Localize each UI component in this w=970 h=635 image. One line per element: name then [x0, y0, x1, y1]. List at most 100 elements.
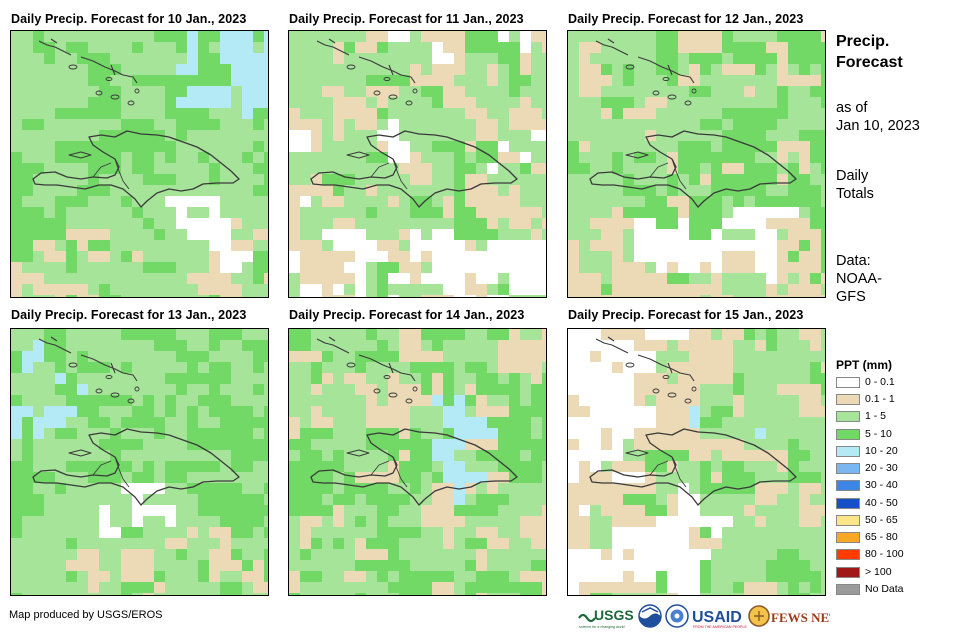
precip-cell	[623, 174, 634, 185]
precip-cell	[612, 505, 623, 516]
precip-cell	[176, 64, 187, 75]
precip-cell	[799, 152, 810, 163]
precip-cell	[667, 362, 678, 373]
precip-cell	[344, 295, 355, 297]
precip-cell	[187, 97, 198, 108]
precip-cell	[132, 406, 143, 417]
precip-cell	[253, 262, 264, 273]
precip-cell	[88, 295, 99, 297]
precip-cell	[132, 549, 143, 560]
precip-cell	[821, 218, 825, 229]
precip-cell	[498, 494, 509, 505]
precip-cell	[623, 538, 634, 549]
precip-cell	[132, 571, 143, 582]
precip-cell	[289, 108, 300, 119]
precip-cell	[432, 582, 443, 593]
precip-cell	[231, 329, 242, 340]
precip-cell	[509, 75, 520, 86]
precip-cell	[568, 240, 579, 251]
precip-cell	[700, 362, 711, 373]
precip-cell	[399, 273, 410, 284]
precip-cell	[634, 527, 645, 538]
precip-cell	[300, 119, 311, 130]
precip-cell	[612, 527, 623, 538]
precip-cell	[579, 472, 590, 483]
precip-cell	[198, 351, 209, 362]
precip-cell	[509, 406, 520, 417]
precip-cell	[465, 560, 476, 571]
precip-cell	[99, 53, 110, 64]
precip-cell	[810, 42, 821, 53]
precip-cell	[154, 262, 165, 273]
precip-cell	[531, 229, 542, 240]
precip-cell	[77, 240, 88, 251]
precip-cell	[656, 461, 667, 472]
precip-cell	[399, 340, 410, 351]
precip-cell	[722, 373, 733, 384]
precip-cell	[645, 373, 656, 384]
precip-cell	[487, 218, 498, 229]
small-island	[95, 90, 103, 96]
small-island	[383, 77, 391, 81]
precip-cell	[667, 152, 678, 163]
precip-cell	[656, 42, 667, 53]
precip-cell	[300, 483, 311, 494]
precip-cell	[810, 273, 821, 284]
precip-cell	[700, 42, 711, 53]
precip-cell	[66, 384, 77, 395]
precip-cell	[821, 31, 825, 42]
precip-cell	[531, 251, 542, 262]
precip-cell	[700, 86, 711, 97]
precip-cell	[612, 229, 623, 240]
precip-cell	[634, 329, 645, 340]
precip-cell	[689, 384, 700, 395]
precip-cell	[579, 395, 590, 406]
precip-cell	[531, 373, 542, 384]
precip-cell	[399, 472, 410, 483]
precip-cell	[443, 273, 454, 284]
precip-cell	[99, 86, 110, 97]
precip-cell	[678, 273, 689, 284]
precip-cell	[700, 329, 711, 340]
precip-cell	[11, 185, 22, 196]
precip-cell	[198, 439, 209, 450]
precip-cell	[476, 218, 487, 229]
precip-cell	[520, 527, 531, 538]
precip-cell	[264, 163, 268, 174]
precip-cell	[799, 64, 810, 75]
precip-cell	[264, 31, 268, 42]
precip-cell	[487, 130, 498, 141]
precip-cell	[187, 406, 198, 417]
precip-cell	[542, 163, 546, 174]
precip-cell	[722, 31, 733, 42]
precip-cell	[143, 163, 154, 174]
precip-cell	[645, 582, 656, 593]
precip-cell	[476, 295, 487, 297]
precip-cell	[421, 461, 432, 472]
precip-cell	[509, 108, 520, 119]
precip-cell	[154, 75, 165, 86]
precip-cell	[377, 42, 388, 53]
legend-swatch	[836, 549, 860, 560]
precip-cell	[711, 207, 722, 218]
precip-cell	[634, 571, 645, 582]
precip-cell	[432, 141, 443, 152]
precip-cell	[810, 384, 821, 395]
precip-cell	[99, 240, 110, 251]
precip-cell	[322, 262, 333, 273]
precip-cell	[465, 42, 476, 53]
precip-cell	[264, 97, 268, 108]
precip-cell	[667, 251, 678, 262]
precip-cell	[209, 295, 220, 297]
precip-cell	[623, 516, 634, 527]
precip-cell	[344, 108, 355, 119]
cuba-coastline	[595, 336, 695, 382]
precip-cell	[634, 218, 645, 229]
precip-cell	[542, 119, 546, 130]
precip-cell	[443, 362, 454, 373]
sidebar-title-line1: Precip.	[836, 33, 890, 50]
precip-cell	[88, 395, 99, 406]
precip-cell	[601, 395, 612, 406]
precip-cell	[432, 384, 443, 395]
precip-cell	[289, 505, 300, 516]
